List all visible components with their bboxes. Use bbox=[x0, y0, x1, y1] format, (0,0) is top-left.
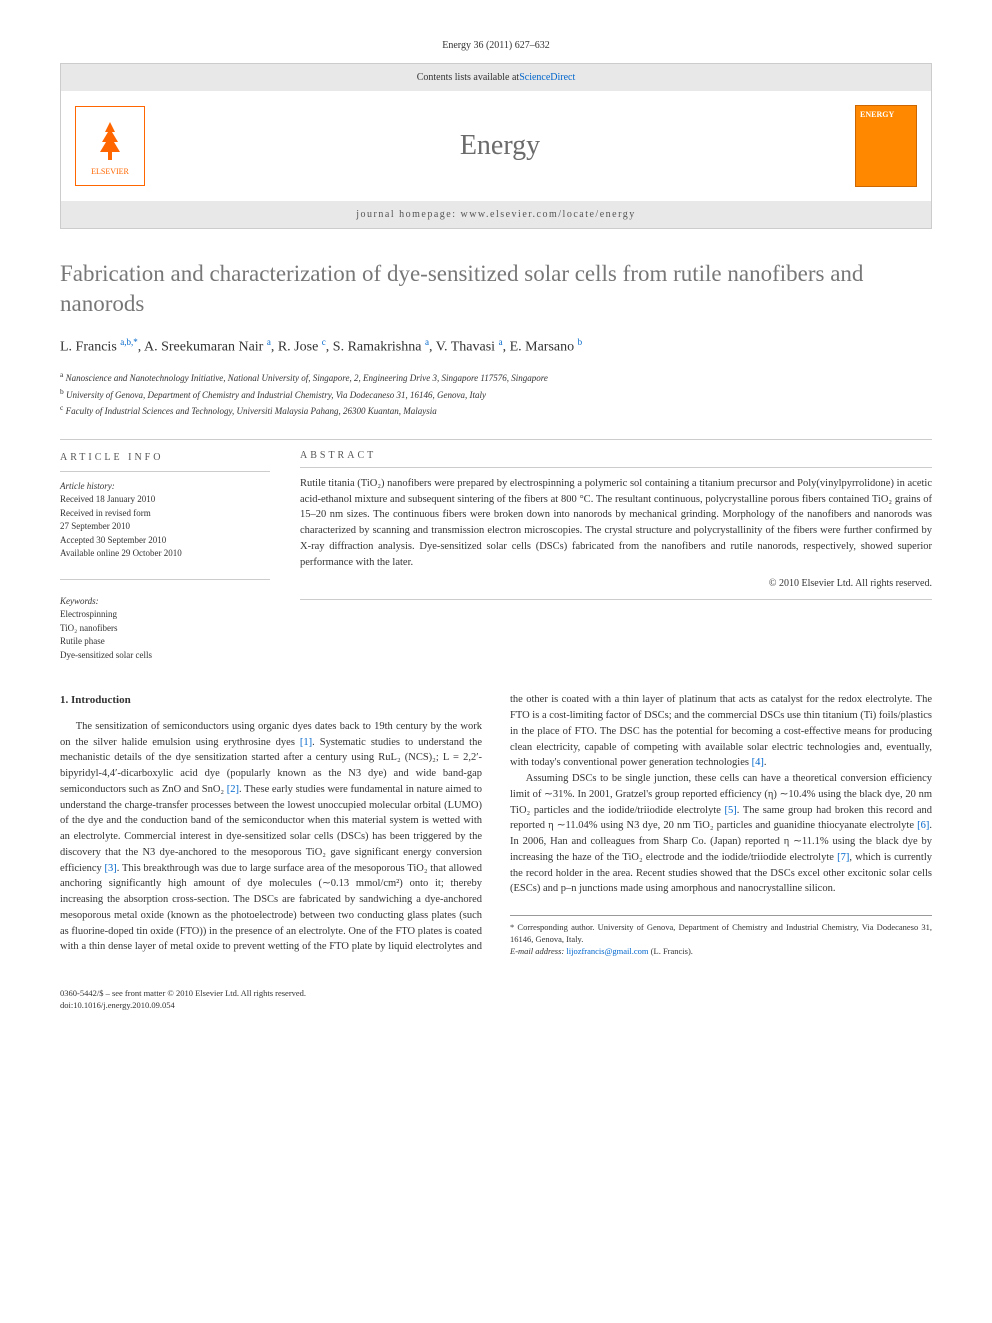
divider bbox=[60, 439, 932, 440]
footer-issn-line: 0360-5442/$ – see front matter © 2010 El… bbox=[60, 988, 932, 1000]
header-top-bar: Contents lists available at ScienceDirec… bbox=[61, 64, 931, 91]
info-abstract-row: ARTICLE INFO Article history: Received 1… bbox=[60, 450, 932, 663]
affiliation-line: c Faculty of Industrial Sciences and Tec… bbox=[60, 402, 932, 419]
citation-line: Energy 36 (2011) 627–632 bbox=[60, 40, 932, 51]
abstract-col: ABSTRACT Rutile titania (TiO₂) nanofiber… bbox=[300, 450, 932, 663]
reference-link[interactable]: [5] bbox=[725, 805, 737, 816]
journal-header-box: Contents lists available at ScienceDirec… bbox=[60, 63, 932, 229]
intro-heading: 1. Introduction bbox=[60, 692, 482, 709]
corresponding-author: * Corresponding author. University of Ge… bbox=[510, 922, 932, 946]
email-label: E-mail address: bbox=[510, 946, 566, 956]
reference-link[interactable]: [6] bbox=[917, 820, 929, 831]
cover-title: ENERGY bbox=[860, 110, 912, 119]
affiliation-line: b University of Genova, Department of Ch… bbox=[60, 386, 932, 403]
keyword-item: Rutile phase bbox=[60, 635, 270, 649]
author-email-link[interactable]: lijozfrancis@gmail.com bbox=[566, 946, 648, 956]
elsevier-logo: ELSEVIER bbox=[75, 106, 145, 186]
elsevier-logo-text: ELSEVIER bbox=[91, 167, 129, 176]
affiliations-block: a Nanoscience and Nanotechnology Initiat… bbox=[60, 369, 932, 419]
history-label: Article history: bbox=[60, 480, 270, 494]
keyword-item: Electrospinning bbox=[60, 608, 270, 622]
history-online: Available online 29 October 2010 bbox=[60, 547, 270, 561]
reference-link[interactable]: [1] bbox=[300, 737, 312, 748]
history-revised-2: 27 September 2010 bbox=[60, 520, 270, 534]
history-block: Article history: Received 18 January 201… bbox=[60, 480, 270, 561]
footnote-block: * Corresponding author. University of Ge… bbox=[510, 915, 932, 958]
history-received: Received 18 January 2010 bbox=[60, 493, 270, 507]
article-title: Fabrication and characterization of dye-… bbox=[60, 259, 932, 319]
reference-link[interactable]: [4] bbox=[752, 757, 764, 768]
divider bbox=[300, 599, 932, 600]
article-info-col: ARTICLE INFO Article history: Received 1… bbox=[60, 450, 270, 663]
homepage-url[interactable]: www.elsevier.com/locate/energy bbox=[460, 209, 635, 220]
email-line: E-mail address: lijozfrancis@gmail.com (… bbox=[510, 946, 932, 958]
history-accepted: Accepted 30 September 2010 bbox=[60, 534, 270, 548]
reference-link[interactable]: [2] bbox=[227, 784, 239, 795]
journal-name: Energy bbox=[145, 130, 855, 162]
reference-link[interactable]: [7] bbox=[837, 852, 849, 863]
abstract-label: ABSTRACT bbox=[300, 450, 932, 468]
history-revised-1: Received in revised form bbox=[60, 507, 270, 521]
journal-cover-thumb: ENERGY bbox=[855, 105, 917, 187]
keyword-item: Dye-sensitized solar cells bbox=[60, 649, 270, 663]
elsevier-tree-icon bbox=[90, 117, 130, 167]
email-suffix: (L. Francis). bbox=[649, 946, 693, 956]
contents-prefix: Contents lists available at bbox=[417, 72, 519, 83]
article-info-label: ARTICLE INFO bbox=[60, 450, 270, 472]
keyword-item: TiO₂ nanofibers bbox=[60, 622, 270, 636]
sciencedirect-link[interactable]: ScienceDirect bbox=[519, 72, 575, 83]
affiliation-line: a Nanoscience and Nanotechnology Initiat… bbox=[60, 369, 932, 386]
header-bottom-bar: journal homepage: www.elsevier.com/locat… bbox=[61, 201, 931, 228]
reference-link[interactable]: [3] bbox=[105, 863, 117, 874]
page-footer: 0360-5442/$ – see front matter © 2010 El… bbox=[60, 988, 932, 1012]
header-main-row: ELSEVIER Energy ENERGY bbox=[61, 91, 931, 201]
abstract-text: Rutile titania (TiO₂) nanofibers were pr… bbox=[300, 476, 932, 571]
authors-line: L. Francis a,b,*, A. Sreekumaran Nair a,… bbox=[60, 337, 932, 356]
abstract-copyright: © 2010 Elsevier Ltd. All rights reserved… bbox=[300, 578, 932, 589]
homepage-prefix: journal homepage: bbox=[356, 209, 460, 220]
footer-doi-line: doi:10.1016/j.energy.2010.09.054 bbox=[60, 1000, 932, 1012]
body-paragraph: Assuming DSCs to be single junction, the… bbox=[510, 771, 932, 897]
keywords-block: Keywords: ElectrospinningTiO₂ nanofibers… bbox=[60, 595, 270, 663]
body-text-columns: 1. Introduction The sensitization of sem… bbox=[60, 692, 932, 957]
divider bbox=[60, 579, 270, 580]
keywords-label: Keywords: bbox=[60, 595, 270, 609]
